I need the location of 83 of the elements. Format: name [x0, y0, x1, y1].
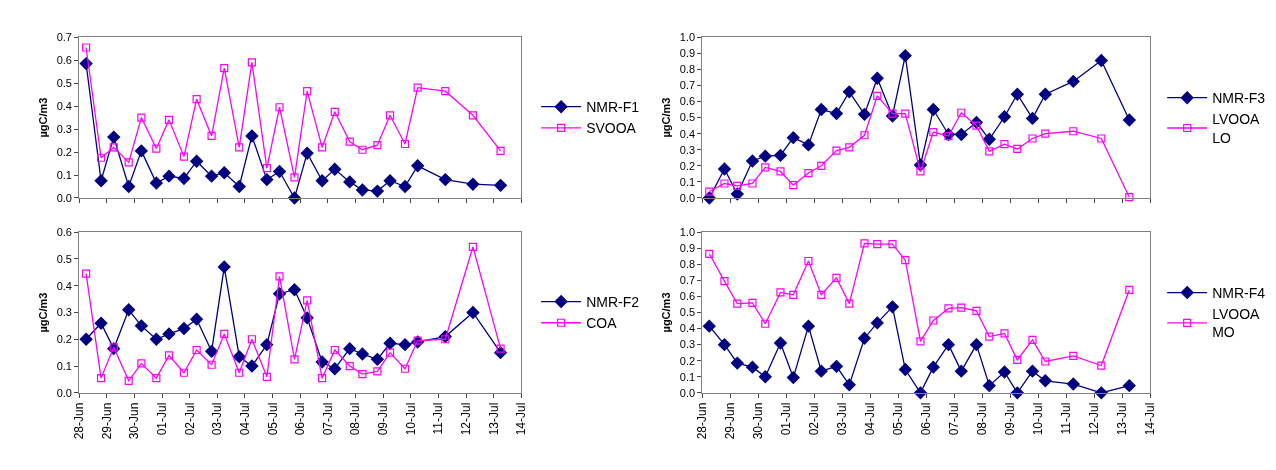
y-tick-label: 0.0	[56, 191, 72, 204]
x-tick-label: 09-Jul	[376, 402, 391, 436]
y-tick-label: 0.4	[56, 99, 72, 112]
y-tick-label: 0.6	[679, 95, 696, 108]
y-tick-label: 0.4	[679, 322, 696, 335]
x-tick-label: 08-Jul	[348, 402, 363, 436]
y-axis-title: µgC/m3	[37, 97, 50, 138]
legend-label: NMR-F1	[586, 99, 640, 116]
x-tick-label: 30-Jun	[751, 402, 766, 440]
x-tick-label: 07-Jul	[320, 402, 335, 436]
x-tick-label: 13-Jul	[486, 402, 501, 436]
x-tick-label: 03-Jul	[210, 402, 225, 436]
y-tick-label: 0.5	[56, 76, 72, 89]
y-tick-label: 0.8	[679, 258, 696, 271]
y-tick-label: 1.0	[679, 225, 696, 238]
legend-label: SVOOA	[586, 120, 637, 137]
y-tick-label: 0.1	[56, 359, 72, 372]
x-tick-label: 06-Jul	[919, 402, 934, 436]
y-axis-title: µgC/m3	[660, 97, 673, 138]
y-tick-label: 0.7	[56, 31, 72, 44]
legend-label: LVOOA LO	[1212, 111, 1261, 146]
x-tick-label: 14-Jul	[1143, 402, 1158, 436]
x-tick-label: 01-Jul	[779, 402, 794, 436]
x-tick-label: 28-Jun	[695, 402, 710, 440]
y-tick-label: 0.0	[679, 386, 696, 399]
legend-label: NMR-F4	[1212, 285, 1266, 302]
x-tick-label: 01-Jul	[154, 402, 169, 436]
y-tick-label: 0.3	[679, 338, 696, 351]
y-tick-label: 0.7	[679, 274, 696, 287]
x-tick-label: 14-Jul	[514, 402, 529, 436]
x-tick-label: 11-Jul	[431, 402, 446, 435]
x-tick-label: 08-Jul	[975, 402, 990, 436]
x-tick-label: 12-Jul	[458, 402, 473, 436]
x-tick-label: 04-Jul	[863, 402, 878, 436]
x-tick-label: 09-Jul	[1003, 402, 1018, 436]
y-tick-label: 0.1	[679, 370, 696, 383]
x-tick-label: 05-Jul	[265, 402, 280, 436]
y-tick-label: 0.7	[679, 79, 696, 92]
y-tick-label: 0.6	[679, 290, 696, 303]
y-tick-label: 0.4	[679, 127, 696, 140]
y-tick-label: 0.5	[56, 252, 72, 265]
x-tick-label: 04-Jul	[237, 402, 252, 436]
y-tick-label: 0.2	[56, 333, 72, 346]
legend-label: COA	[586, 315, 618, 332]
x-tick-label: 03-Jul	[835, 402, 850, 436]
x-tick-label: 02-Jul	[807, 402, 822, 436]
x-tick-label: 10-Jul	[403, 402, 418, 436]
y-tick-label: 0.3	[56, 122, 72, 135]
y-tick-label: 0.2	[679, 354, 696, 367]
y-tick-label: 0.3	[56, 306, 72, 319]
legend-label: NMR-F2	[586, 294, 640, 311]
legend-label: LVOOA MO	[1212, 306, 1261, 341]
y-tick-label: 0.8	[679, 63, 696, 76]
y-axis-title: µgC/m3	[37, 292, 50, 333]
y-tick-label: 0.6	[56, 54, 72, 66]
y-tick-label: 0.0	[679, 191, 696, 204]
x-tick-label: 29-Jun	[99, 402, 114, 440]
y-axis-title: µgC/m3	[660, 292, 673, 333]
y-tick-label: 0.4	[56, 279, 72, 292]
x-tick-label: 02-Jul	[182, 402, 197, 436]
y-tick-label: 0.2	[56, 145, 72, 158]
x-tick-label: 13-Jul	[1115, 402, 1130, 436]
x-tick-label: 28-Jun	[72, 402, 87, 440]
x-tick-label: 30-Jun	[127, 402, 142, 440]
y-tick-label: 0.5	[679, 306, 696, 319]
legend-label: NMR-F3	[1212, 90, 1266, 107]
x-tick-label: 05-Jul	[891, 402, 906, 436]
y-tick-label: 0.9	[679, 47, 696, 60]
y-tick-label: 0.5	[679, 111, 696, 124]
y-tick-label: 0.9	[679, 242, 696, 255]
x-tick-label: 11-Jul	[1059, 402, 1074, 435]
y-tick-label: 0.3	[679, 143, 696, 156]
y-tick-label: 0.0	[56, 386, 72, 399]
x-tick-label: 07-Jul	[947, 402, 962, 436]
y-tick-label: 0.1	[679, 175, 696, 188]
y-tick-label: 1.0	[679, 31, 696, 44]
y-tick-label: 0.2	[679, 159, 696, 172]
x-tick-label: 10-Jul	[1031, 402, 1046, 436]
x-tick-label: 06-Jul	[293, 402, 308, 436]
x-tick-label: 12-Jul	[1087, 402, 1102, 436]
x-tick-label: 29-Jun	[723, 402, 738, 440]
y-tick-label: 0.6	[56, 225, 72, 238]
y-tick-label: 0.1	[56, 168, 72, 181]
